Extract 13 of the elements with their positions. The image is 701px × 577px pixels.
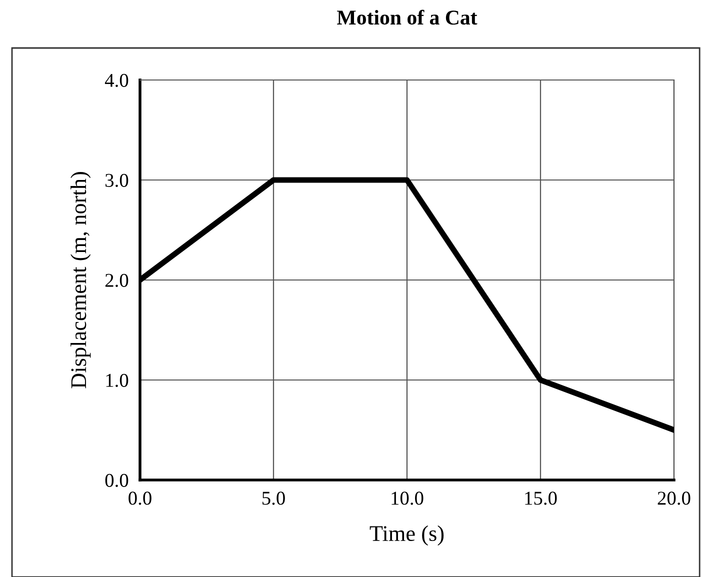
x-tick-label: 20.0: [658, 492, 690, 505]
y-tick-label: 0.0: [105, 474, 128, 488]
y-tick-label: 1.0: [106, 374, 128, 388]
chart-title: Motion of a Cat: [337, 10, 478, 25]
x-tick-label: 15.0: [525, 492, 557, 505]
y-tick-label: 2.0: [105, 274, 128, 288]
x-tick-label: 5.0: [262, 492, 285, 505]
x-tick-label: 10.0: [392, 492, 424, 505]
y-tick-label: 4.0: [104, 74, 128, 88]
x-axis-title: Time (s): [370, 525, 444, 546]
y-tick-label: 3.0: [106, 174, 128, 188]
y-axis-title: Displacement (m, north): [70, 172, 91, 388]
x-tick-label: 0.0: [128, 492, 152, 505]
